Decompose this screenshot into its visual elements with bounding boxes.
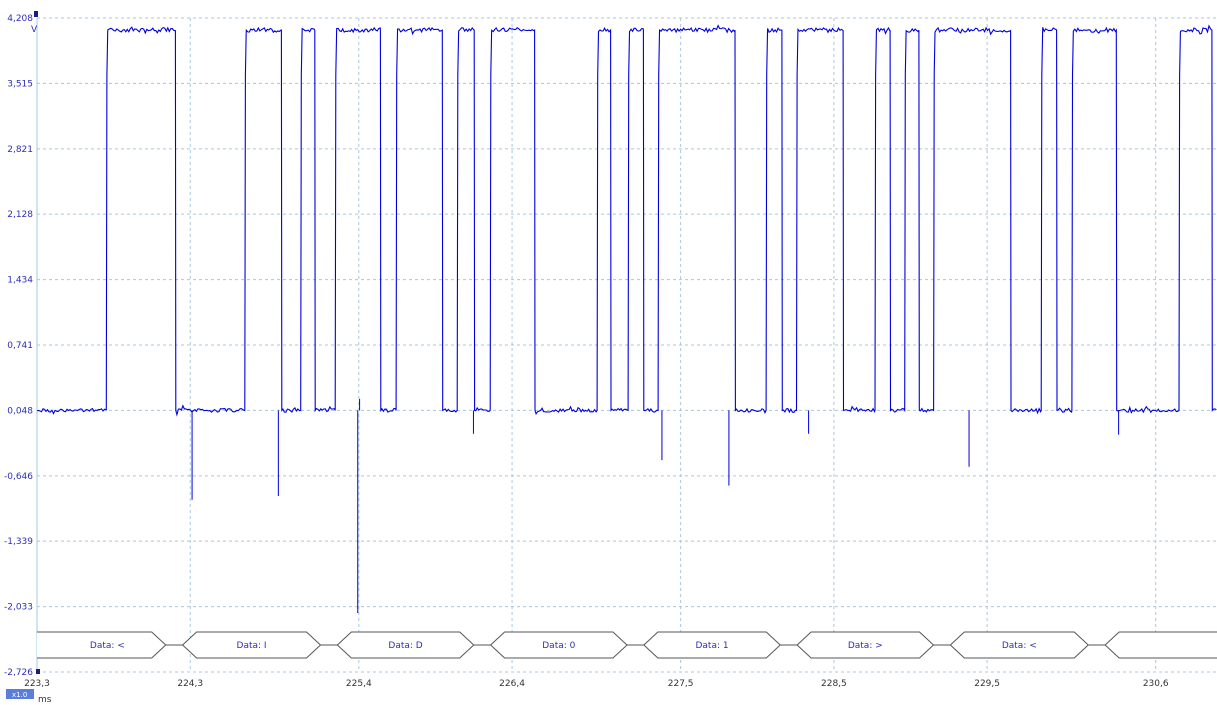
bottom-marker[interactable] [36,669,40,674]
decode-bus: Data: < Data: I Data: D Data: 0 Data: 1 Data:… [37,631,1217,659]
decode-frame-label: Data: > [848,641,883,651]
y-tick-label: 0,048 [7,406,33,416]
decode-frame[interactable] [949,631,1090,659]
channel-marker[interactable] [34,11,38,17]
x-tick-label: 223,3 [24,679,50,689]
x-axis: 223,3 224,3 225,4 226,4 227,5 228,5 229,5 230,6 [24,679,1169,689]
zoom-badge[interactable] [6,689,34,699]
x-tick-label: 225,4 [346,679,372,689]
y-axis: 4,208 3,515 2,821 2,128 1,434 0,741 0,048 -0,64… [4,14,33,678]
y-tick-label: 2,128 [7,210,33,220]
y-tick-label: 3,515 [7,79,33,89]
signal-trace [36,24,1217,613]
x-tick-label: 229,5 [974,679,1000,689]
decode-frame[interactable] [336,631,475,659]
decode-frame-label: Data: D [388,641,422,651]
decode-frame-label: Data: < [90,641,125,651]
decode-frame-label: Data: 0 [542,641,575,651]
decode-frame[interactable] [489,631,628,659]
decode-frame-label: Data: I [237,641,267,651]
zoom-badge-label: x1.0 [12,691,27,699]
y-tick-label: 4,208 [7,14,33,24]
signal-waveform [36,24,1217,417]
y-tick-label: -2,726 [4,668,33,678]
x-tick-label: 230,6 [1143,679,1169,689]
decode-frame[interactable] [37,631,167,659]
x-tick-label: 226,4 [499,679,525,689]
y-tick-label: -2,033 [4,603,33,613]
decode-frame[interactable] [643,631,781,659]
y-tick-label: 2,821 [7,145,33,155]
x-tick-label: 228,5 [821,679,847,689]
x-tick-label: 227,5 [668,679,694,689]
x-tick-label: 224,3 [177,679,203,689]
decode-frame[interactable] [796,631,935,659]
y-tick-label: -0,646 [4,472,33,482]
decode-frame[interactable] [1104,631,1217,659]
y-tick-label: -1,339 [4,537,33,547]
y-unit-label: V [31,25,38,35]
x-unit-label: ms [38,695,52,705]
decode-frame-label: Data: < [1002,641,1037,651]
y-tick-label: 0,741 [7,341,33,351]
y-tick-label: 1,434 [7,276,33,286]
decode-frame-label: Data: 1 [695,641,728,651]
decode-frame[interactable] [181,631,322,659]
